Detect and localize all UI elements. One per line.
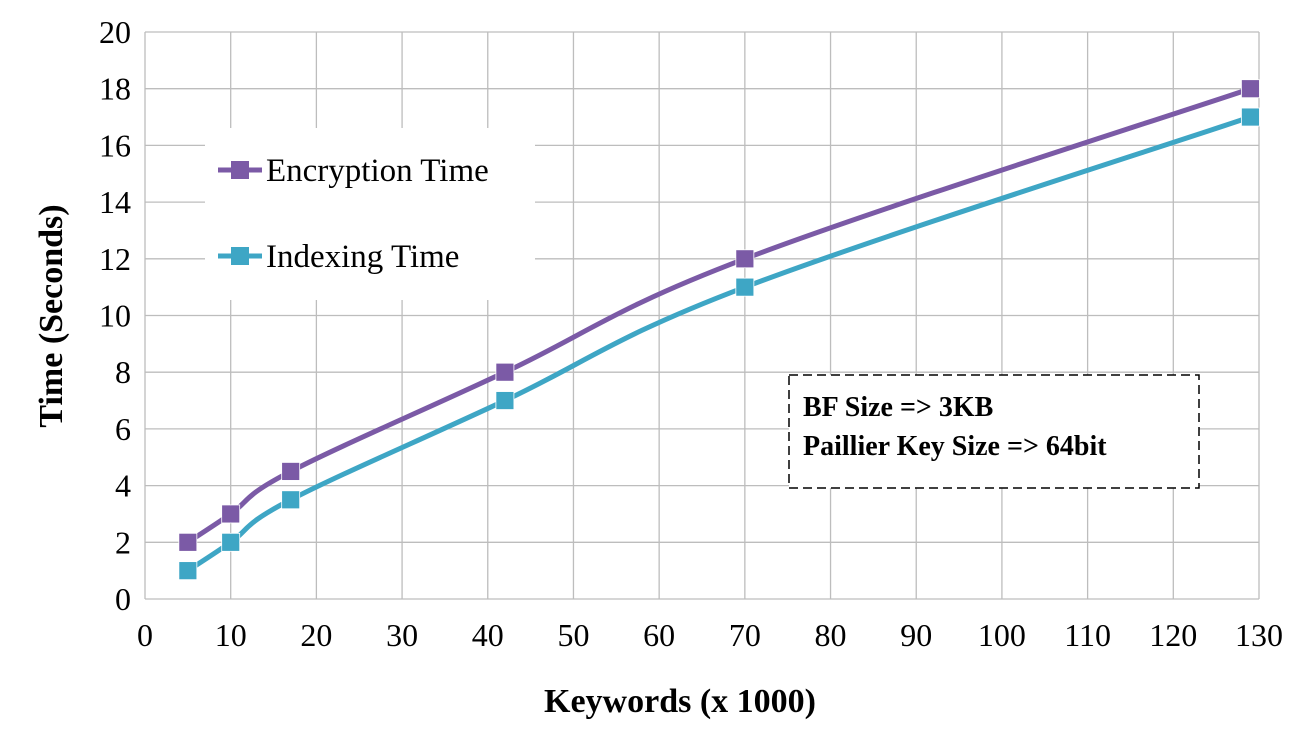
y-tick-label: 0 (115, 581, 131, 617)
x-axis: 0 10 20 30 40 50 60 70 80 90 100 110 120 130 (137, 617, 1283, 653)
x-tick-label: 130 (1235, 617, 1283, 653)
data-point (178, 561, 198, 581)
data-point (1241, 79, 1260, 99)
series-indexing-time (178, 107, 1260, 581)
x-tick-label: 40 (472, 617, 504, 653)
x-tick-label: 50 (557, 617, 589, 653)
y-axis: 0 2 4 6 8 10 12 14 16 18 20 (99, 14, 131, 617)
series-encryption-time (178, 79, 1260, 552)
annotation-line-2: Paillier Key Size => 64bit (803, 431, 1107, 462)
y-tick-label: 20 (99, 14, 131, 50)
y-tick-label: 18 (99, 71, 131, 107)
x-tick-label: 20 (300, 617, 332, 653)
data-point (495, 362, 515, 382)
grid (144, 31, 1260, 600)
annotation-line-1: BF Size => 3KB (803, 392, 993, 423)
y-tick-label: 4 (115, 468, 131, 504)
series-line (186, 114, 1252, 573)
legend: Encryption Time Indexing Time (205, 128, 535, 300)
y-tick-label: 14 (99, 184, 131, 220)
legend-marker (231, 247, 249, 265)
y-tick-label: 8 (115, 354, 131, 390)
x-tick-label: 10 (215, 617, 247, 653)
x-tick-label: 90 (900, 617, 932, 653)
y-tick-label: 16 (99, 127, 131, 163)
y-tick-label: 6 (115, 411, 131, 447)
y-tick-label: 12 (99, 241, 131, 277)
data-point (495, 391, 515, 410)
data-point (1241, 107, 1260, 127)
data-point (281, 462, 301, 481)
y-axis-title: Time (Seconds) (33, 204, 70, 427)
x-tick-label: 30 (386, 617, 418, 653)
x-tick-label: 0 (137, 617, 153, 653)
legend-marker (231, 161, 249, 179)
x-tick-label: 60 (643, 617, 675, 653)
annotation-box: BF Size => 3KB Paillier Key Size => 64bi… (788, 374, 1200, 489)
legend-label: Indexing Time (266, 239, 459, 275)
y-tick-label: 10 (99, 298, 131, 334)
x-tick-label: 100 (978, 617, 1026, 653)
y-tick-label: 2 (115, 524, 131, 560)
x-axis-title: Keywords (x 1000) (544, 683, 816, 720)
x-tick-label: 110 (1064, 617, 1111, 653)
x-tick-label: 120 (1149, 617, 1197, 653)
annotation-border (788, 374, 1200, 489)
data-point (735, 249, 755, 269)
data-point (735, 277, 755, 297)
data-point (178, 532, 198, 552)
legend-label: Encryption Time (266, 153, 489, 189)
legend-background (205, 128, 535, 300)
x-tick-label: 70 (729, 617, 761, 653)
data-point (221, 532, 241, 552)
data-point (281, 490, 301, 510)
data-point (221, 504, 241, 524)
series-layer (178, 79, 1260, 581)
series-line (186, 86, 1252, 545)
x-tick-label: 80 (815, 617, 847, 653)
